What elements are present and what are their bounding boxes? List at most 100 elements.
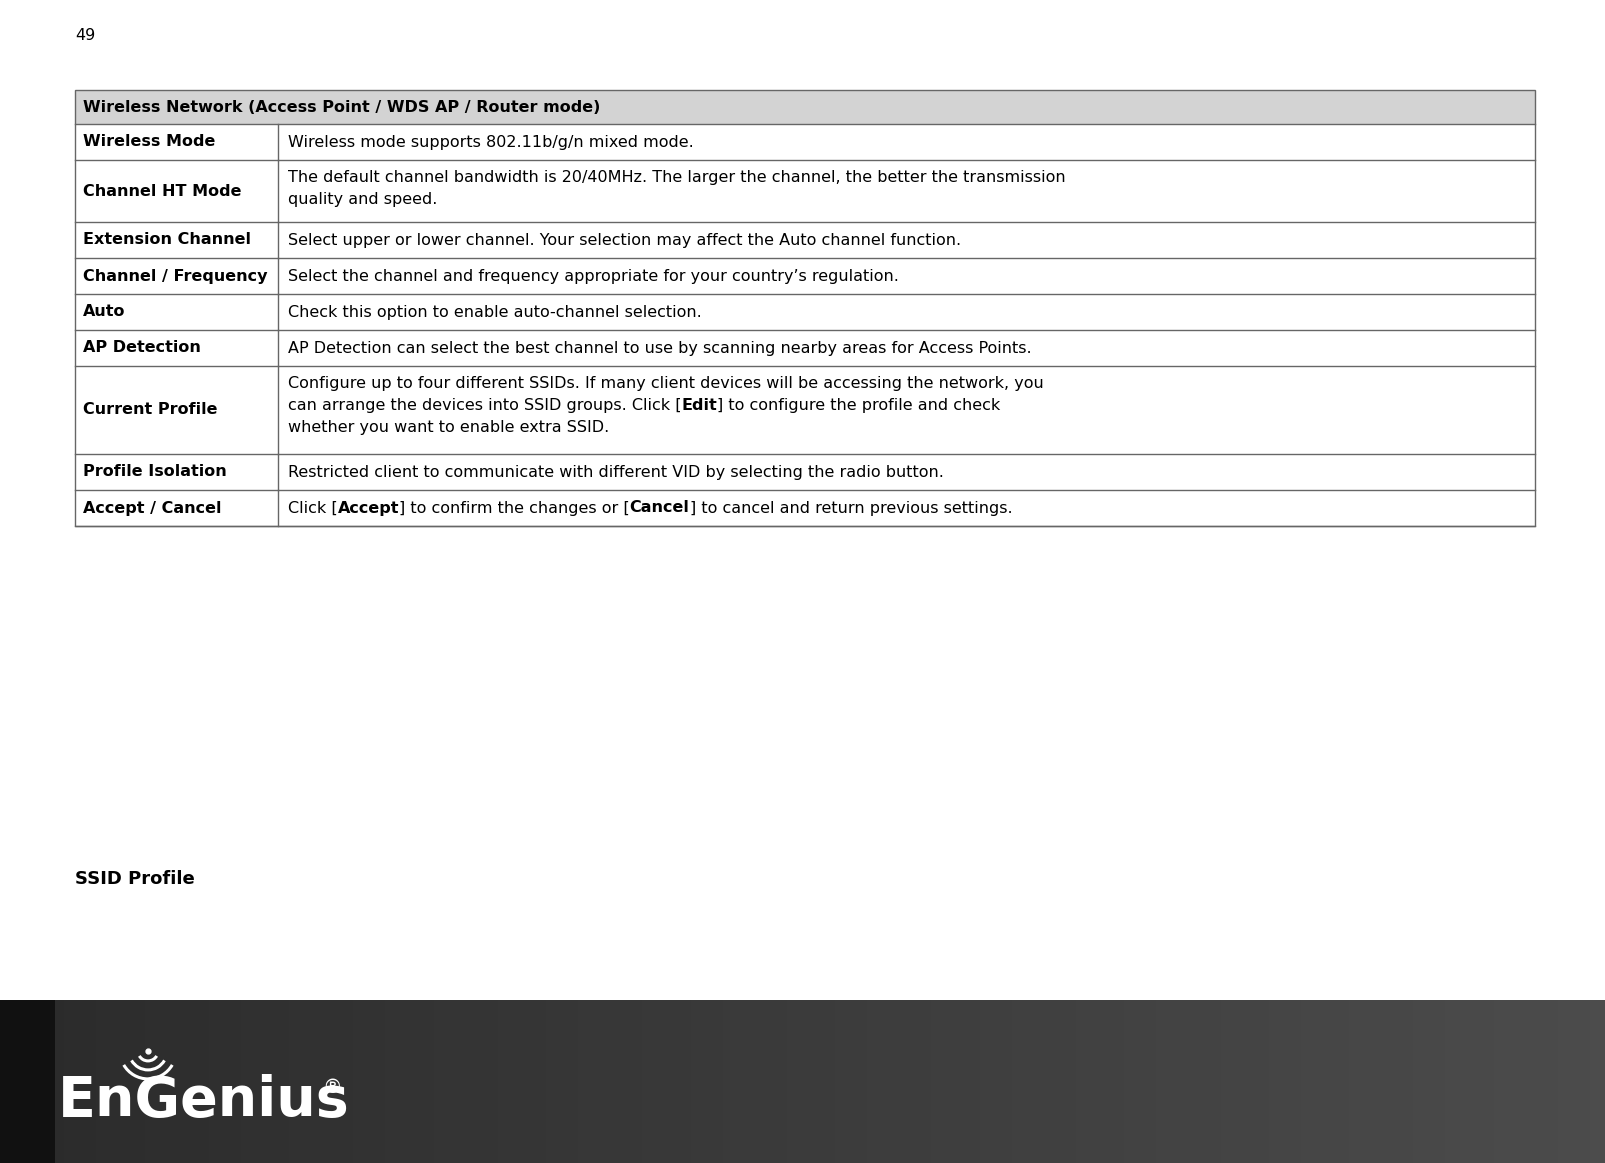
Text: can arrange the devices into SSID groups. Click [: can arrange the devices into SSID groups… <box>287 398 681 413</box>
Bar <box>75 90 1534 526</box>
Bar <box>0 1000 55 1163</box>
Bar <box>64 1000 80 1163</box>
Bar <box>385 1000 401 1163</box>
Bar <box>1573 1000 1589 1163</box>
Bar <box>835 1000 851 1163</box>
Text: Wireless Network (Access Point / WDS AP / Router mode): Wireless Network (Access Point / WDS AP … <box>83 100 600 114</box>
Text: Accept / Cancel: Accept / Cancel <box>83 500 221 515</box>
Bar <box>369 1000 385 1163</box>
Bar <box>0 1000 1605 1163</box>
Text: SSID Profile: SSID Profile <box>75 870 194 889</box>
Bar <box>225 1000 241 1163</box>
Text: whether you want to enable extra SSID.: whether you want to enable extra SSID. <box>287 420 608 435</box>
Bar <box>931 1000 947 1163</box>
Bar <box>1364 1000 1380 1163</box>
Bar <box>433 1000 449 1163</box>
Bar <box>32 1000 48 1163</box>
Bar <box>1589 1000 1605 1163</box>
Bar <box>1268 1000 1284 1163</box>
Bar <box>979 1000 995 1163</box>
Text: 49: 49 <box>75 28 95 43</box>
Bar <box>963 1000 979 1163</box>
Bar <box>160 1000 177 1163</box>
Bar <box>177 1000 193 1163</box>
Bar <box>401 1000 417 1163</box>
Bar <box>1188 1000 1204 1163</box>
Text: quality and speed.: quality and speed. <box>287 192 437 207</box>
Text: Channel / Frequency: Channel / Frequency <box>83 269 268 284</box>
Bar <box>337 1000 353 1163</box>
Bar <box>1124 1000 1140 1163</box>
Bar <box>514 1000 530 1163</box>
Text: Channel HT Mode: Channel HT Mode <box>83 184 241 199</box>
Bar <box>883 1000 899 1163</box>
Bar <box>578 1000 594 1163</box>
Bar <box>1236 1000 1252 1163</box>
Bar <box>1332 1000 1348 1163</box>
Bar <box>1156 1000 1172 1163</box>
Bar <box>899 1000 915 1163</box>
Bar <box>1172 1000 1188 1163</box>
Bar <box>1525 1000 1541 1163</box>
Bar <box>353 1000 369 1163</box>
Text: Auto: Auto <box>83 305 125 320</box>
Bar <box>594 1000 610 1163</box>
Bar <box>1140 1000 1156 1163</box>
Bar <box>610 1000 626 1163</box>
Bar <box>1493 1000 1509 1163</box>
Bar <box>1204 1000 1220 1163</box>
Bar <box>241 1000 257 1163</box>
Text: Restricted client to communicate with different VID by selecting the radio butto: Restricted client to communicate with di… <box>287 464 944 479</box>
Bar <box>1043 1000 1059 1163</box>
Bar <box>48 1000 64 1163</box>
Bar <box>658 1000 674 1163</box>
Bar <box>1557 1000 1573 1163</box>
Bar <box>75 90 1534 124</box>
Text: ] to configure the profile and check: ] to configure the profile and check <box>717 398 1000 413</box>
Text: Accept: Accept <box>337 500 400 515</box>
Bar <box>498 1000 514 1163</box>
Bar <box>1075 1000 1091 1163</box>
Bar <box>1509 1000 1525 1163</box>
Bar <box>1541 1000 1557 1163</box>
Bar <box>947 1000 963 1163</box>
Bar <box>449 1000 465 1163</box>
Bar <box>273 1000 289 1163</box>
Text: Click [: Click [ <box>287 500 337 515</box>
Bar <box>257 1000 273 1163</box>
Bar <box>465 1000 482 1163</box>
Text: Configure up to four different SSIDs. If many client devices will be accessing t: Configure up to four different SSIDs. If… <box>287 376 1043 391</box>
Text: ®: ® <box>321 1078 342 1097</box>
Text: Current Profile: Current Profile <box>83 402 217 418</box>
Bar <box>209 1000 225 1163</box>
Bar <box>770 1000 786 1163</box>
Bar <box>722 1000 738 1163</box>
Bar <box>1027 1000 1043 1163</box>
Bar <box>786 1000 802 1163</box>
Bar <box>738 1000 754 1163</box>
Bar <box>289 1000 305 1163</box>
Bar <box>80 1000 96 1163</box>
Text: ] to confirm the changes or [: ] to confirm the changes or [ <box>400 500 629 515</box>
Bar <box>642 1000 658 1163</box>
Bar <box>1316 1000 1332 1163</box>
Text: Check this option to enable auto-channel selection.: Check this option to enable auto-channel… <box>287 305 701 320</box>
Bar <box>128 1000 144 1163</box>
Bar <box>16 1000 32 1163</box>
Bar <box>1444 1000 1461 1163</box>
Bar <box>530 1000 546 1163</box>
Bar <box>1380 1000 1396 1163</box>
Bar <box>626 1000 642 1163</box>
Bar <box>1252 1000 1268 1163</box>
Bar <box>819 1000 835 1163</box>
Bar <box>1300 1000 1316 1163</box>
Bar <box>1477 1000 1493 1163</box>
Bar <box>1107 1000 1123 1163</box>
Bar <box>1461 1000 1477 1163</box>
Bar <box>0 1000 16 1163</box>
Text: AP Detection can select the best channel to use by scanning nearby areas for Acc: AP Detection can select the best channel… <box>287 341 1030 356</box>
Text: Select the channel and frequency appropriate for your country’s regulation.: Select the channel and frequency appropr… <box>287 269 899 284</box>
Bar <box>144 1000 160 1163</box>
Text: ] to cancel and return previous settings.: ] to cancel and return previous settings… <box>689 500 1011 515</box>
Bar <box>1412 1000 1428 1163</box>
